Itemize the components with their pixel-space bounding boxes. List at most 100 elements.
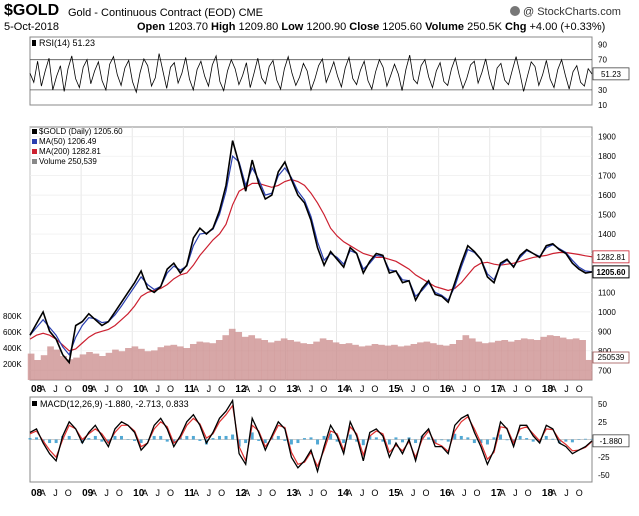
macd-histogram-bar [28, 438, 32, 440]
month-tick-label: O [218, 384, 225, 394]
volume-bar [384, 345, 392, 380]
month-tick-label: A [500, 488, 506, 498]
volume-bar [170, 344, 178, 380]
month-tick-label: J [53, 488, 58, 498]
macd-histogram-bar [87, 438, 91, 440]
ma200-badge-label: 1282.81 [597, 253, 626, 262]
month-tick-label: A [397, 488, 403, 498]
volume-bar [371, 344, 379, 380]
macd-histogram-bar [414, 439, 418, 444]
year-tick-label: 16 [440, 384, 452, 395]
macd-histogram-bar [466, 437, 470, 440]
month-tick-label: A [40, 488, 46, 498]
macd-histogram-bar [557, 439, 561, 444]
price-tick-label: 1400 [598, 230, 616, 239]
volume-bar [507, 341, 515, 380]
month-tick-label: O [371, 384, 378, 394]
volume-label: Volume [425, 21, 465, 33]
volume-bar [196, 341, 204, 380]
month-tick-label: O [474, 488, 481, 498]
month-tick-label: O [116, 488, 123, 498]
macd-histogram-bar [224, 435, 228, 440]
macd-histogram-bar [250, 432, 254, 440]
month-tick-label: O [422, 384, 429, 394]
month-tick-label: J [258, 488, 263, 498]
month-tick-label: J [309, 384, 314, 394]
volume-bar [144, 351, 152, 380]
macd-histogram-bar [302, 438, 306, 440]
macd-histogram-bar [479, 439, 483, 444]
month-tick-label: A [448, 384, 454, 394]
macd-histogram-bar [80, 439, 84, 444]
volume-bar [34, 360, 41, 380]
month-tick-label: O [167, 488, 174, 498]
high-label: High [211, 21, 236, 33]
month-tick-label: O [576, 488, 583, 498]
year-tick-label: 17 [491, 488, 503, 499]
year-tick-label: 09 [82, 488, 94, 499]
year-tick-label: 10 [133, 384, 145, 395]
volume-bar [267, 342, 275, 380]
volume-bar [118, 351, 126, 380]
macd-histogram-bar [159, 435, 163, 440]
macd-histogram-bar [590, 438, 594, 440]
volume-bar [125, 348, 132, 380]
volume-bar [326, 340, 333, 380]
volume-bar [112, 349, 119, 380]
volume-bar [222, 335, 230, 380]
volume-bar [365, 345, 372, 380]
year-tick-label: 18 [542, 384, 554, 395]
macd-histogram-bar [93, 435, 97, 440]
volume-badge-label: 250539 [598, 353, 625, 362]
year-tick-label: 13 [286, 384, 298, 395]
macd-tick-label: 25 [598, 418, 607, 427]
volume-bar [241, 336, 249, 380]
month-tick-label: J [411, 488, 416, 498]
year-tick-label: 09 [82, 384, 94, 395]
volume-bar [261, 340, 269, 380]
last-price-label: 1205.60 [597, 268, 626, 277]
macd-legend: MACD(12,26,9) -1.880, -2.713, 0.833 [40, 399, 189, 409]
open-label: Open [137, 21, 166, 33]
volume-bar [306, 344, 314, 380]
stockcharts-brand[interactable]: @ StockCharts.com [510, 6, 621, 18]
volume-bar [559, 337, 567, 380]
price-tick-label: 800 [598, 347, 612, 356]
year-tick-label: 18 [542, 488, 554, 499]
ma200-badge [592, 250, 630, 264]
volume-bar [339, 344, 346, 380]
month-tick-label: A [142, 384, 148, 394]
macd-histogram-bar [551, 438, 555, 440]
month-tick-label: O [269, 488, 276, 498]
macd-histogram-bar [335, 439, 339, 442]
volume-bar [60, 356, 67, 380]
macd-histogram-bar [492, 437, 496, 440]
macd-histogram-bar [165, 439, 169, 442]
month-tick-label: J [207, 384, 212, 394]
volume-bar [533, 340, 541, 380]
macd-histogram-bar [146, 439, 150, 440]
price-tick-label: 1700 [598, 172, 616, 181]
macd-histogram-bar [525, 438, 529, 440]
low-label: Low [281, 21, 304, 33]
macd-histogram-bar [459, 435, 463, 440]
month-tick-label: O [116, 384, 123, 394]
macd-line [29, 398, 593, 474]
month-tick-label: J [564, 488, 569, 498]
macd-histogram-bar [433, 439, 437, 444]
year-tick-label: 15 [389, 488, 401, 499]
macd-histogram-bar [67, 435, 71, 440]
month-tick-label: J [207, 488, 212, 498]
macd-histogram-bar [172, 439, 176, 444]
macd-histogram-bar [309, 437, 313, 440]
month-tick-label: J [258, 384, 263, 394]
year-tick-label: 14 [338, 384, 350, 395]
price-legend-swatch [32, 149, 37, 154]
volume-bar [423, 341, 431, 380]
volume-bar [481, 343, 489, 380]
volume-bar [475, 341, 483, 380]
volume-bar [189, 344, 197, 380]
rsi-tick-label: 30 [598, 86, 607, 95]
volume-bar [410, 344, 418, 380]
volume-bar [86, 352, 93, 380]
